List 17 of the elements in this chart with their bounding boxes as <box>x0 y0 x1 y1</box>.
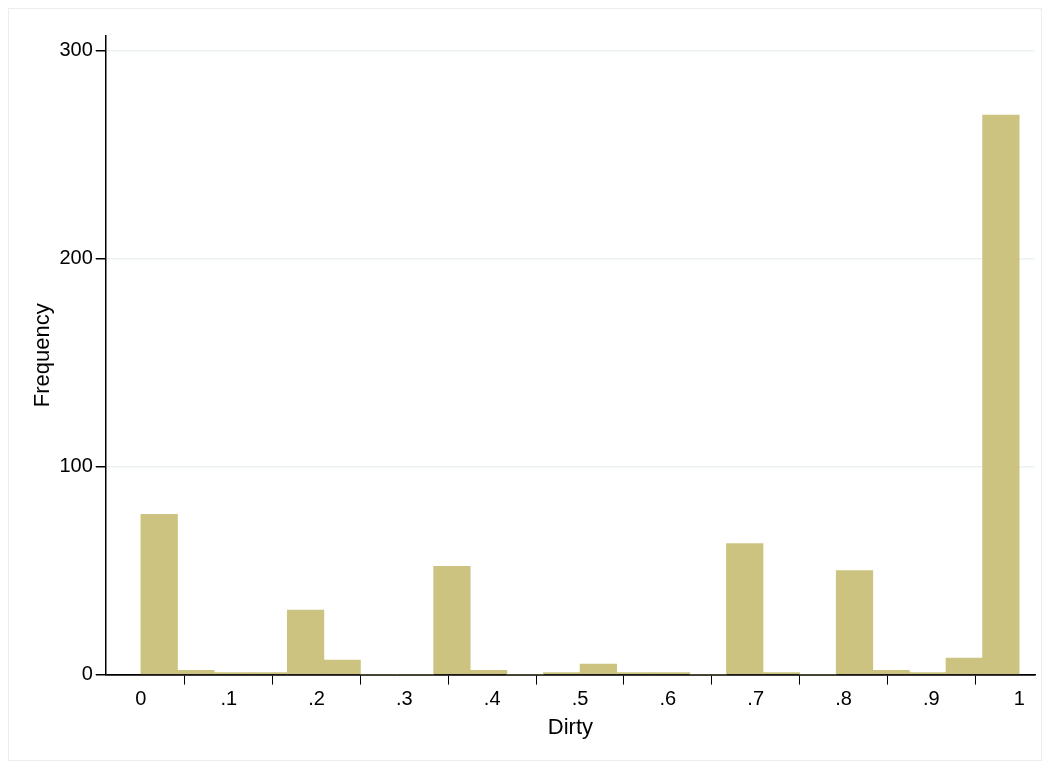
x-axis-title: Dirty <box>547 713 593 739</box>
y-tick-label: 100 <box>59 454 93 477</box>
x-tick-label: .8 <box>835 687 852 710</box>
y-tick-label: 0 <box>81 662 93 685</box>
x-tick-label: .5 <box>571 687 589 710</box>
x-tick-label: .2 <box>308 687 325 710</box>
y-axis-title: Frequency <box>29 303 55 408</box>
x-tick-label: .6 <box>659 687 677 710</box>
x-tick-label: .4 <box>483 687 501 710</box>
x-tick-label: 0 <box>135 687 147 710</box>
x-tick-label: 1 <box>1013 687 1025 710</box>
x-tick-label: .9 <box>923 687 940 710</box>
x-tick-label: .1 <box>220 687 238 710</box>
y-tick-label: 200 <box>59 246 93 269</box>
x-tick-label: .3 <box>396 687 413 710</box>
x-tick-label: .7 <box>747 687 765 710</box>
y-tick-label: 300 <box>59 38 93 61</box>
